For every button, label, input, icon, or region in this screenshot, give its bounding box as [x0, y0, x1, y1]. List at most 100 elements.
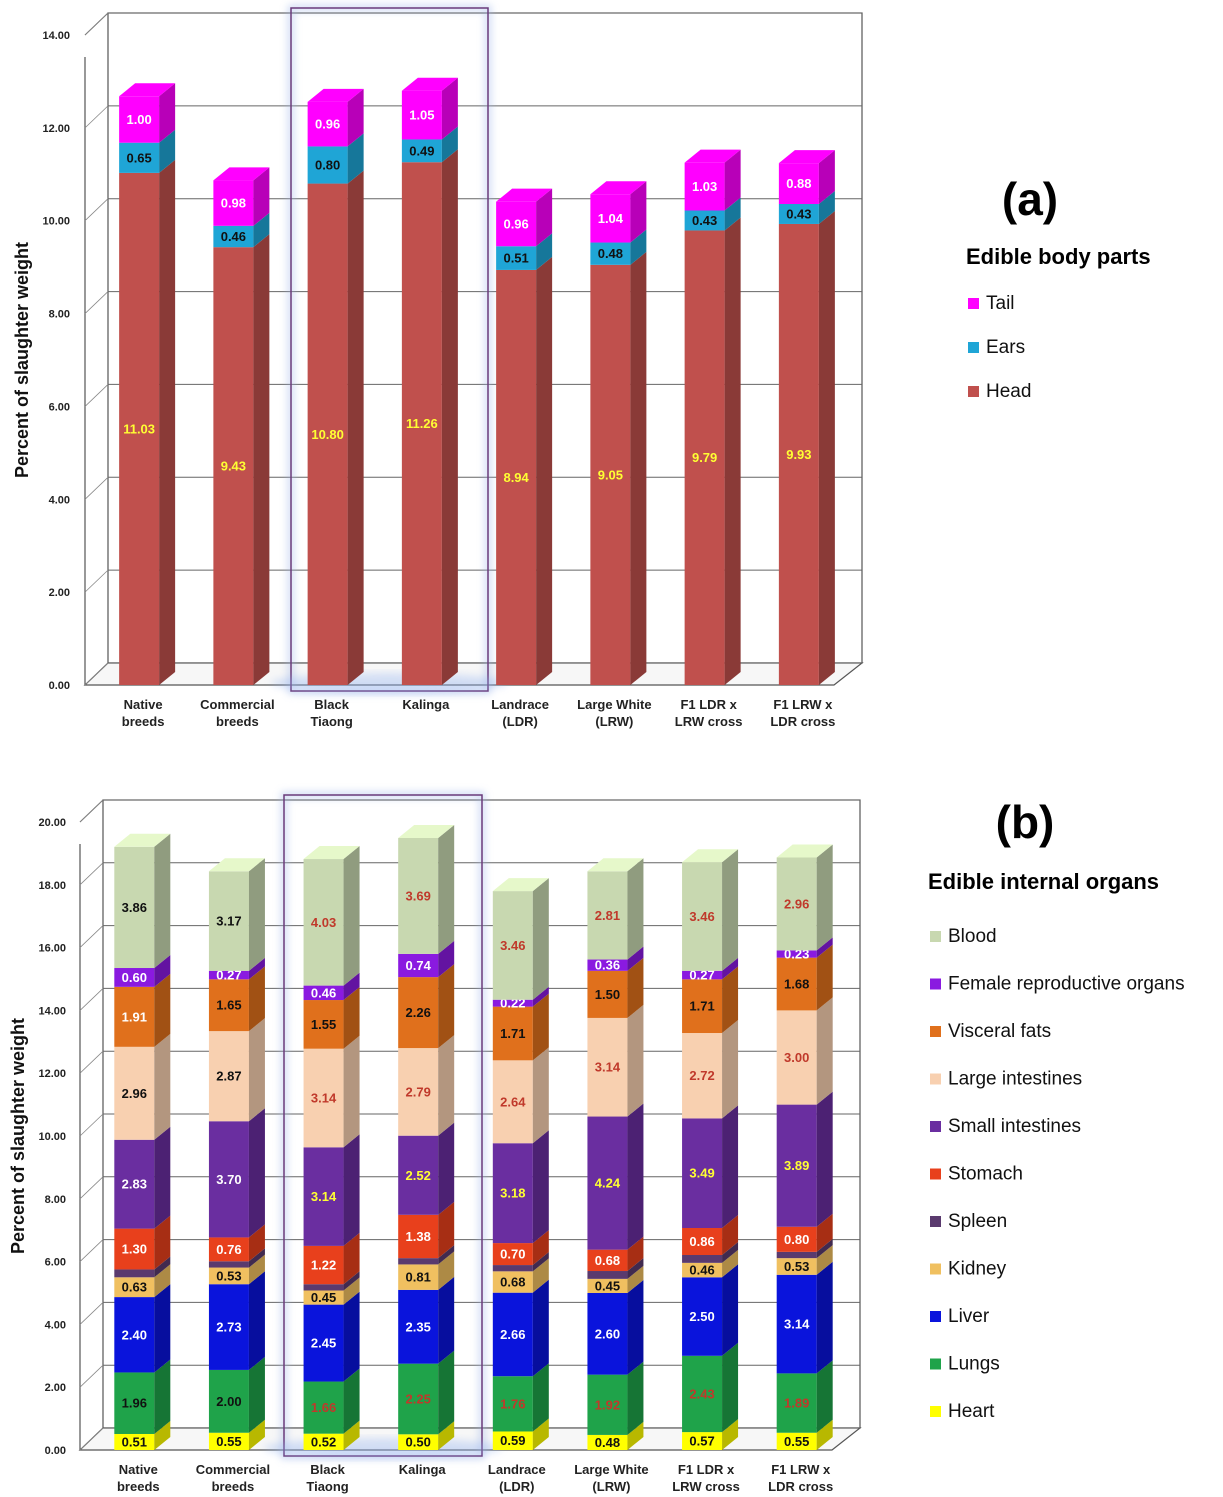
bar-segment-large-intestines-side: [438, 1035, 455, 1136]
bar-segment-stomach: [208, 1237, 249, 1262]
x-tick-label-line: LDR cross: [770, 714, 835, 729]
gridline-side: [84, 569, 109, 593]
bar-segment-tail-top: [684, 149, 741, 163]
data-label: 3.18: [500, 1186, 525, 1201]
x-tick-label: Commercial breeds: [196, 1462, 270, 1494]
data-label: 2.45: [311, 1336, 336, 1351]
legend-entry: Stomach: [948, 1164, 1023, 1185]
bar-segment-visceral-fats-side: [816, 944, 833, 1011]
bar-segment-blood: [587, 871, 628, 960]
data-label: 2.40: [122, 1327, 147, 1342]
legend-swatch: [968, 298, 979, 309]
bar-segment-tail: [307, 101, 348, 147]
x-tick-label: Landrace (LDR): [488, 1462, 546, 1494]
bar-segment-small-intestines: [398, 1135, 439, 1215]
bar-stack-commercial-breeds: 0.55 2.00 2.73 0.53 0.76 3.70 2.87 1.65 0.27 3.17: [208, 858, 265, 1450]
legend-swatch: [968, 386, 979, 397]
bar-segment-head: [684, 230, 725, 685]
bar-segment-blood: [303, 859, 344, 986]
bar-segment-spleen: [114, 1269, 155, 1278]
bar-segment-female-reproductive-organs: [398, 953, 439, 978]
data-label: 3.17: [216, 914, 241, 929]
bar-stack-native-breeds: 11.03 0.65 1.00: [119, 83, 176, 686]
bar-segment-kidney: [587, 1278, 628, 1293]
bar-segment-head: [496, 269, 537, 685]
bar-segment-large-intestines-side: [722, 1020, 739, 1119]
legend-entry: Ears: [986, 337, 1025, 358]
data-label: 1.76: [500, 1396, 525, 1411]
bar-segment-blood: [398, 838, 439, 954]
bar-segment-tail: [684, 162, 725, 211]
bar-segment-ears-side: [724, 197, 741, 231]
bar-segment-lungs: [776, 1373, 817, 1433]
gridline-side: [79, 1113, 104, 1137]
bar-segment-visceral-fats: [398, 977, 439, 1049]
bar-segment-female-reproductive-organs: [587, 959, 628, 971]
data-label: 1.22: [311, 1258, 336, 1273]
data-label: 3.86: [122, 900, 147, 915]
bar-segment-blood: [682, 862, 723, 971]
bar-segment-tail-side: [441, 77, 458, 140]
bar-segment-head-side: [724, 217, 741, 685]
bar-segment-visceral-fats-side: [438, 964, 455, 1049]
bar-stack-black-tiaong: 10.80 0.80 0.96: [307, 88, 364, 686]
y-tick-label: 8.00: [45, 1194, 66, 1206]
data-label: 0.45: [595, 1278, 620, 1293]
data-label: 0.76: [216, 1242, 241, 1257]
data-label: 1.71: [689, 999, 714, 1014]
x-tick-label-line: Native: [124, 697, 163, 712]
bar-segment-female-reproductive-organs: [208, 970, 249, 980]
legend-swatch: [930, 1358, 941, 1370]
bar-segment-stomach-side: [438, 1201, 455, 1259]
data-label: 0.51: [122, 1434, 147, 1449]
bar-segment-stomach: [114, 1228, 155, 1270]
legend-entry: Spleen: [948, 1211, 1007, 1232]
bar-segment-spleen-side: [154, 1256, 171, 1278]
bar-segment-liver: [114, 1297, 155, 1373]
bar-segment-stomach: [303, 1245, 344, 1285]
bar-segment-small-intestines-side: [154, 1126, 171, 1229]
y-tick-label: 0.00: [49, 680, 70, 692]
data-label: 0.53: [216, 1268, 241, 1283]
data-label: 3.14: [311, 1091, 337, 1106]
bar-segment-head-side: [441, 149, 458, 685]
bar-stack-landrace-ldr-: 8.94 0.51 0.96: [496, 188, 553, 685]
data-label: 9.79: [692, 450, 717, 465]
bar-segment-spleen: [303, 1284, 344, 1291]
data-label: 2.43: [689, 1386, 714, 1401]
bar-segment-female-reproductive-organs-side: [627, 946, 644, 971]
data-label: 0.46: [311, 985, 336, 1000]
x-tick-label-line: breeds: [216, 714, 259, 729]
data-label: 0.50: [406, 1435, 431, 1450]
bar-segment-stomach-side: [532, 1230, 549, 1266]
data-label: 0.36: [595, 958, 620, 973]
bar-segment-blood-side: [248, 858, 265, 971]
x-tick-label: F1 LRW x LDR cross: [770, 697, 835, 729]
x-tick-label: Kalinga: [399, 1462, 447, 1477]
bar-stack-commercial-breeds: 9.43 0.46 0.98: [213, 167, 270, 685]
bar-segment-stomach-side: [343, 1232, 360, 1285]
bar-segment-visceral-fats-side: [722, 966, 739, 1034]
bar-segment-large-intestines-side: [154, 1033, 171, 1140]
x-tick-label-line: Large White: [574, 1462, 648, 1477]
bar-segment-head-side: [159, 159, 176, 686]
bar-segment-visceral-fats: [682, 979, 723, 1034]
legend-swatch: [930, 1168, 941, 1180]
bar-segment-small-intestines-side: [816, 1091, 833, 1227]
bar-segment-spleen-side: [816, 1238, 833, 1259]
bar-segment-tail: [119, 96, 160, 143]
data-label: 8.94: [503, 470, 529, 485]
bar-segment-female-reproductive-organs: [776, 950, 817, 958]
bar-segment-lungs: [398, 1363, 439, 1435]
bar-segment-tail-top: [401, 77, 458, 91]
bar-segment-spleen-side: [248, 1248, 265, 1268]
gridline-side: [84, 291, 109, 314]
bar-segment-tail-side: [253, 167, 270, 226]
gridline-side: [84, 384, 109, 407]
data-label: 3.14: [784, 1317, 810, 1332]
bar-segment-heart: [682, 1432, 723, 1450]
bar-segment-female-reproductive-organs-side: [532, 986, 549, 1007]
gridline-side: [84, 105, 109, 129]
bar-segment-small-intestines: [776, 1104, 817, 1227]
y-tick-label: 14.00: [38, 1005, 66, 1017]
